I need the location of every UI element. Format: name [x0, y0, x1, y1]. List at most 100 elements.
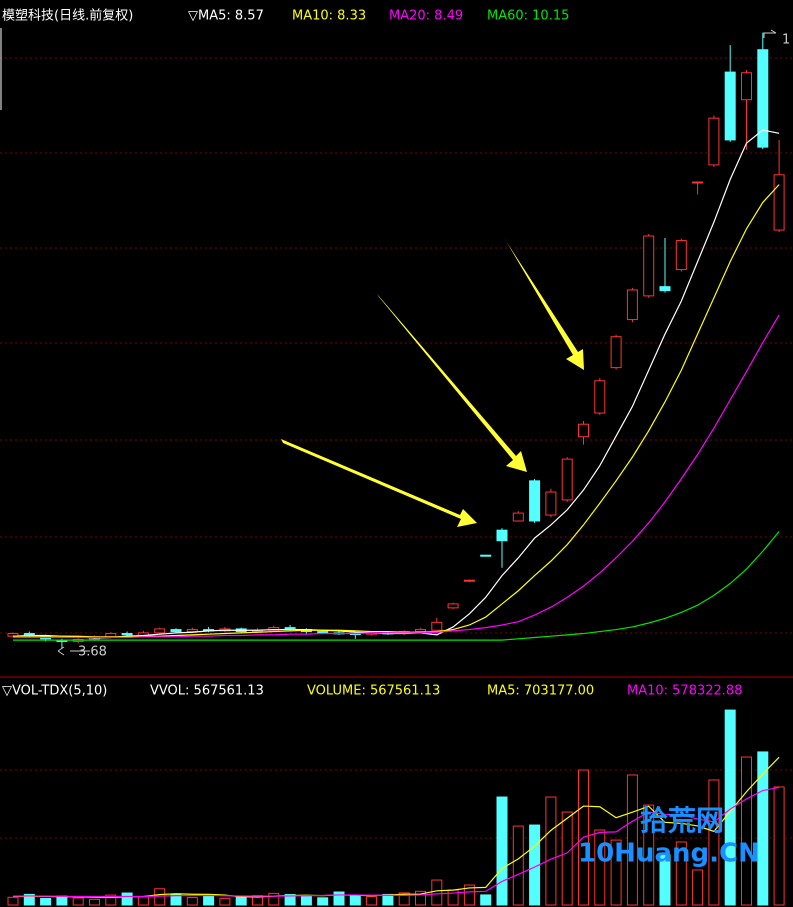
volume-bar [382, 893, 394, 906]
candle-body [463, 579, 475, 582]
volume-bar [300, 895, 312, 906]
volume-bar [594, 829, 606, 906]
ma-line [13, 531, 780, 641]
candle-body [529, 480, 541, 522]
arrows [281, 238, 584, 527]
volume-bar [659, 854, 671, 906]
volume-bar [219, 897, 231, 906]
volume-bar [366, 896, 378, 906]
volume-bar [545, 796, 557, 906]
volume-bar [170, 894, 182, 906]
volume-bar [496, 796, 508, 906]
ma-line [12, 786, 780, 898]
volume-bar [741, 756, 752, 906]
candle-body [496, 529, 508, 542]
high-marker [763, 29, 777, 38]
low-marker [57, 646, 90, 656]
chart-title: 模塑科技(日线.前复权) [2, 8, 133, 24]
legend-entry: ▽VOL-TDX(5,10) [2, 684, 107, 699]
volume-bar [7, 896, 19, 906]
volume-bar [137, 896, 149, 906]
candle-body [610, 336, 622, 369]
marks [7, 32, 785, 906]
volume-bar [268, 892, 280, 906]
volume-bar [284, 894, 296, 906]
ma-line [12, 129, 780, 639]
volume-bar [561, 811, 573, 906]
volume-bar [56, 895, 68, 906]
volume-bar [72, 897, 84, 906]
volume-bar [349, 894, 361, 906]
candle-body [675, 240, 687, 271]
volume-bar [610, 839, 622, 906]
volume-bar [121, 892, 133, 906]
volume-bar [333, 891, 345, 906]
grid [0, 28, 793, 839]
volume-bar [480, 894, 492, 906]
candle-body [626, 289, 638, 321]
candle-body [578, 423, 589, 438]
candle-body [643, 235, 655, 297]
volume-bar [317, 897, 329, 906]
candle-body [594, 380, 606, 414]
legend-entry: MA10: 578322.88 [627, 684, 742, 699]
candle-body [741, 72, 752, 101]
volume-bar [757, 751, 769, 906]
ma-line [13, 314, 780, 639]
candle-body [512, 512, 524, 522]
high-label: 1 [782, 33, 790, 48]
legend-entry: ▽MA5: 8.57 [188, 9, 264, 24]
volume-bar [643, 804, 655, 906]
volume-bar [675, 841, 687, 906]
legend-entry: VVOL: 567561.13 [150, 684, 264, 699]
volume-bar [23, 893, 35, 906]
volume-bar [773, 786, 785, 906]
volume-bar [235, 896, 247, 906]
volume-bar [463, 884, 475, 906]
candle-body [659, 286, 671, 292]
arrow [281, 439, 477, 527]
volume-bar [626, 774, 638, 906]
legend-entry: VOLUME: 567561.13 [307, 684, 440, 699]
volume-bar [431, 879, 443, 906]
candle-body [708, 117, 720, 166]
candle-body [773, 174, 785, 231]
legend-entry: MA10: 8.33 [292, 9, 366, 24]
candle-body [431, 621, 443, 631]
volume-bar [203, 895, 215, 906]
legend-entry: MA60: 10.15 [487, 9, 569, 24]
candle-body [317, 631, 329, 634]
volume-bar [40, 898, 52, 906]
candle-body [757, 49, 769, 148]
legend-entry: MA5: 703177.00 [487, 684, 594, 699]
volume-bar [708, 779, 720, 906]
candle-body [692, 181, 704, 184]
candle-body [447, 603, 459, 609]
watermark-site: 10Huang.CN [578, 839, 760, 869]
candle-body [724, 71, 736, 141]
arrow [377, 294, 527, 472]
candle-body [561, 458, 573, 501]
candle-body [415, 629, 426, 633]
candle-body [545, 491, 557, 516]
volume-bar [512, 825, 524, 906]
candle-body [268, 627, 280, 631]
candle-body [154, 628, 166, 634]
watermark-title: 拾荒网 [640, 804, 724, 837]
candle-body [186, 629, 198, 633]
volume-bar [89, 898, 100, 906]
low-label: 3.68 [78, 645, 107, 660]
legend-entry: MA20: 8.49 [389, 9, 463, 24]
volume-bar [105, 894, 117, 906]
candle-body [480, 554, 492, 557]
arrow [504, 238, 584, 370]
volume-bar [154, 888, 166, 906]
volume-bar [724, 709, 736, 906]
ma-line [13, 184, 780, 638]
volume-bar [398, 892, 410, 906]
volume-bar [415, 890, 426, 906]
volume-bar [692, 869, 704, 906]
candle-body [170, 629, 182, 633]
candle-body [121, 633, 133, 636]
